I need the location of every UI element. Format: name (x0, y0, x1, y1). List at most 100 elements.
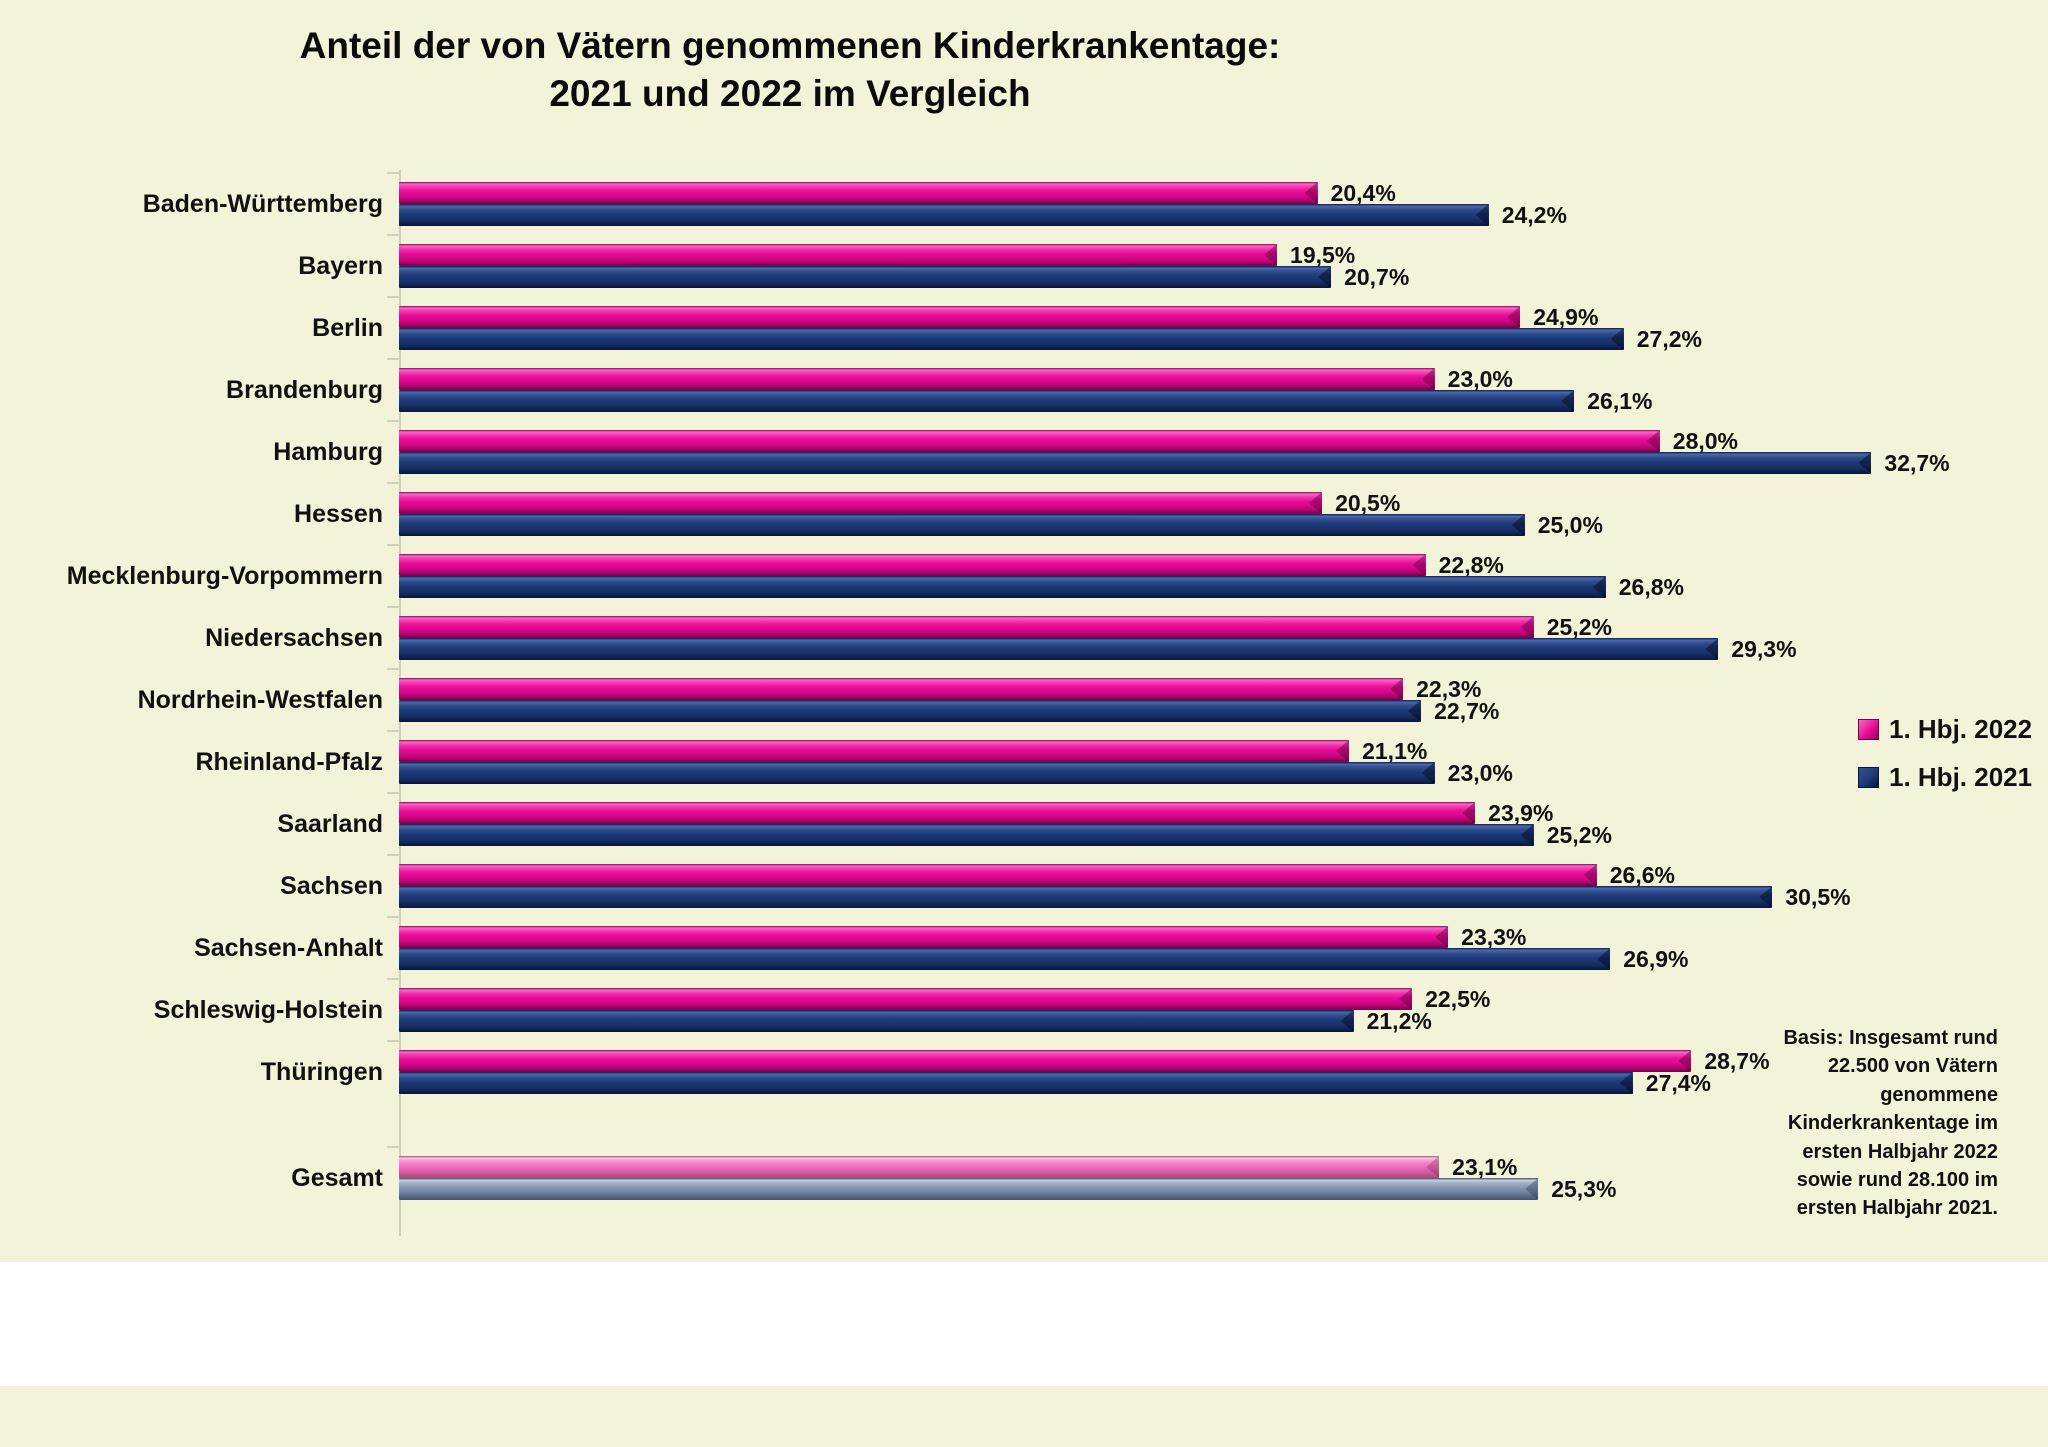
chart-row: Hessen 20,5% 25,0% (0, 482, 1975, 538)
bar-line: 25,3% (399, 1175, 1975, 1202)
bar-line: 24,9% (399, 304, 1975, 330)
bar-2021 (399, 762, 1435, 784)
bar-line: 22,7% (399, 698, 1975, 724)
chart-row: Niedersachsen 25,2% 29,3% (0, 606, 1975, 662)
legend-swatch-navy (1858, 767, 1879, 788)
bar-2022 (399, 306, 1521, 328)
bar-line: 23,0% (399, 759, 1975, 786)
value-label: 27,4% (1645, 1069, 1711, 1096)
bar-2021 (399, 452, 1872, 474)
bar-2021 (399, 266, 1332, 288)
category-label: Brandenburg (226, 375, 383, 404)
category-bars: 22,8% 26,8% (399, 551, 1975, 600)
bar-line: 23,3% (399, 923, 1975, 950)
bottom-strip (0, 1386, 2048, 1447)
category-bars: 23,3% 26,9% (399, 923, 1975, 972)
chart-row: Mecklenburg-Vorpommern 22,8% 26,8% (0, 544, 1975, 600)
bar-2022 (399, 988, 1413, 1010)
value-label: 23,3% (1461, 923, 1527, 950)
value-label: 26,9% (1623, 945, 1689, 972)
chart-row: Baden-Württemberg 20,4% 24,2% (0, 172, 1975, 228)
value-label: 28,7% (1704, 1047, 1770, 1074)
bar-2022 (399, 430, 1660, 452)
bar-2022 (399, 244, 1278, 266)
bar-2022 (399, 616, 1534, 638)
category-bars: 21,1% 23,0% (399, 738, 1975, 786)
bar-2021 (399, 328, 1624, 350)
bar-2022 (399, 802, 1476, 824)
bar-line: 30,5% (399, 884, 1975, 910)
bar-2021 (399, 1010, 1354, 1032)
bar-2022 (399, 368, 1435, 390)
bar-2022 (399, 864, 1597, 886)
bar-2022 (399, 492, 1323, 514)
chart-row: Thüringen 28,7% 27,4% (0, 1040, 1975, 1096)
value-label: 25,3% (1551, 1175, 1617, 1202)
chart-row: Gesamt 23,1% 25,3% (0, 1146, 1975, 1202)
bar-line: 24,2% (399, 202, 1975, 228)
bar-2021 (399, 1178, 1539, 1200)
bar-line: 26,9% (399, 945, 1975, 972)
category-bars: 24,9% 27,2% (399, 304, 1975, 352)
bar-line: 23,1% (399, 1154, 1975, 1180)
bar-line: 28,0% (399, 428, 1975, 454)
bar-2022 (399, 554, 1426, 576)
bar-chart: Baden-Württemberg 20,4% 24,2% Bayern 19,5% 20… (0, 172, 1975, 1218)
bar-line: 27,2% (399, 325, 1975, 352)
chart-row: Saarland 23,9% 25,2% (0, 792, 1975, 848)
value-label: 25,0% (1537, 511, 1603, 538)
bar-2022 (399, 1050, 1692, 1072)
bar-line: 23,9% (399, 799, 1975, 826)
category-label: Sachsen-Anhalt (194, 933, 383, 962)
bar-2021 (399, 886, 1773, 908)
category-label: Gesamt (291, 1163, 383, 1192)
category-label: Saarland (277, 809, 383, 838)
value-label: 23,0% (1447, 759, 1513, 786)
category-bars: 20,4% 24,2% (399, 179, 1975, 228)
category-bars: 25,2% 29,3% (399, 614, 1975, 662)
footer-band: KKH Kaufmännische Krankenkasse (0, 1262, 2048, 1386)
chart-title-line1: Anteil der von Vätern genommenen Kinderk… (299, 25, 1281, 66)
category-bars: 22,3% 22,7% (399, 676, 1975, 724)
category-bars: 28,0% 32,7% (399, 428, 1975, 476)
legend-label: 1. Hbj. 2021 (1889, 762, 2033, 792)
bar-line: 25,2% (399, 614, 1975, 640)
category-label: Sachsen (280, 871, 383, 900)
value-label: 27,2% (1636, 325, 1702, 352)
category-bars: 23,9% 25,2% (399, 799, 1975, 848)
bar-line: 22,8% (399, 551, 1975, 578)
value-label: 23,9% (1488, 799, 1554, 826)
value-label: 25,2% (1546, 821, 1612, 848)
category-bars: 26,6% 30,5% (399, 862, 1975, 910)
legend-label: 1. Hbj. 2022 (1889, 714, 2033, 744)
legend-item: 1. Hbj. 2021 (1858, 762, 2032, 793)
category-label: Bayern (298, 251, 383, 280)
bar-line: 19,5% (399, 242, 1975, 268)
chart-row: Schleswig-Holstein 22,5% 21,2% (0, 978, 1975, 1034)
value-label: 32,7% (1884, 449, 1950, 476)
bar-line: 28,7% (399, 1047, 1975, 1074)
chart-row: Berlin 24,9% 27,2% (0, 296, 1975, 352)
category-label: Rheinland-Pfalz (195, 747, 383, 776)
category-label: Berlin (312, 313, 383, 342)
category-label: Mecklenburg-Vorpommern (66, 561, 383, 590)
bar-line: 21,1% (399, 738, 1975, 764)
category-bars: 22,5% 21,2% (399, 986, 1975, 1034)
value-label: 29,3% (1731, 635, 1797, 662)
value-label: 20,4% (1330, 179, 1396, 206)
basis-note: Basis: Insgesamt rund 22.500 von Vätern … (1783, 1027, 1998, 1220)
value-label: 20,7% (1344, 263, 1410, 290)
bar-line: 21,2% (399, 1008, 1975, 1034)
bar-2021 (399, 700, 1422, 722)
bar-line: 29,3% (399, 635, 1975, 662)
chart-row: Sachsen-Anhalt 23,3% 26,9% (0, 916, 1975, 972)
value-label: 22,8% (1438, 551, 1504, 578)
bar-line: 32,7% (399, 449, 1975, 476)
category-bars: 20,5% 25,0% (399, 490, 1975, 538)
category-bars: 23,1% 25,3% (399, 1154, 1975, 1202)
chart-title-line2: 2021 und 2022 im Vergleich (549, 73, 1031, 115)
bar-2021 (399, 1072, 1633, 1094)
bar-line: 22,3% (399, 676, 1975, 702)
bar-2021 (399, 576, 1606, 598)
